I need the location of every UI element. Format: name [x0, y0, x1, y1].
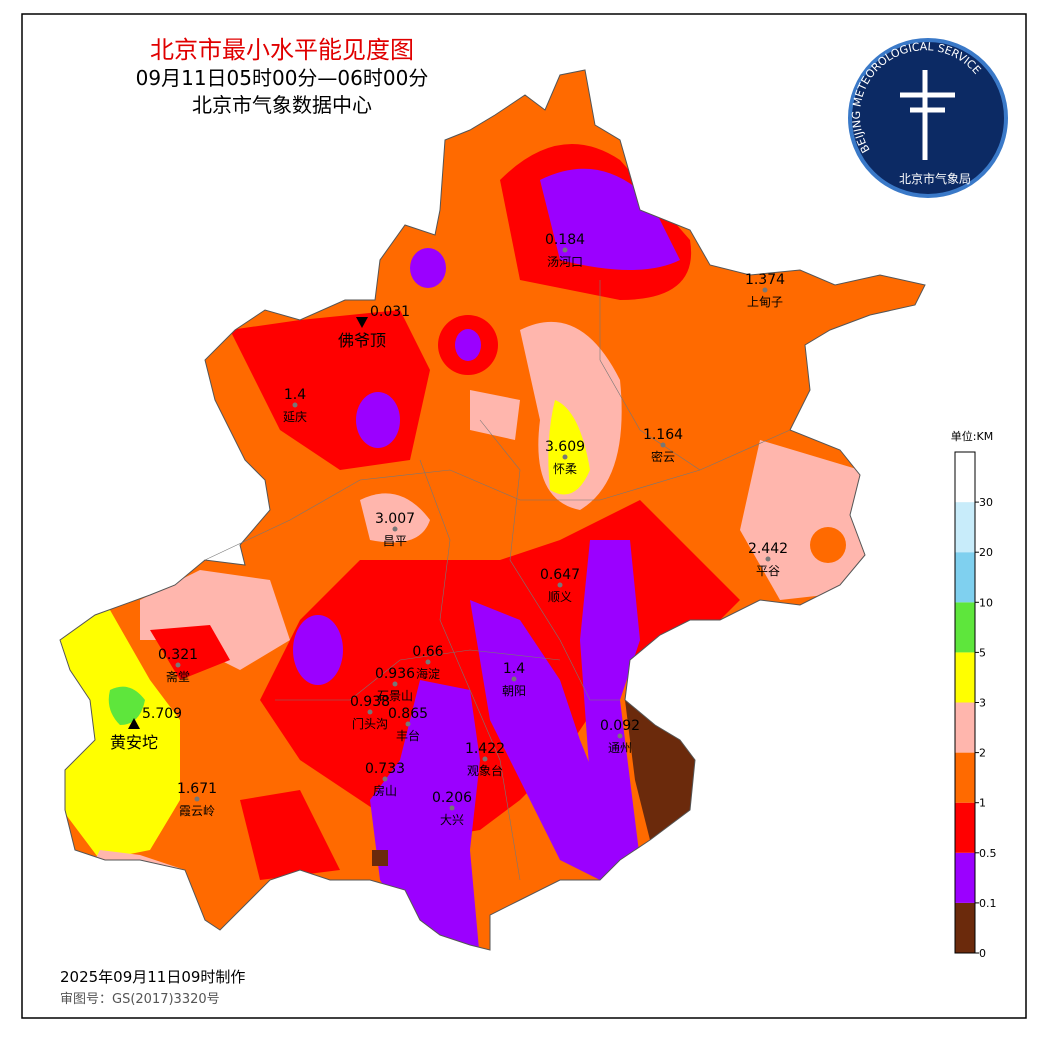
- legend-tick-label: 0: [979, 947, 986, 960]
- station-value: 0.66: [412, 644, 443, 660]
- station-name: 密云: [651, 449, 675, 464]
- station-value: 2.442: [748, 541, 788, 557]
- station-dot: [392, 526, 398, 532]
- station-value: 1.4: [503, 661, 525, 677]
- legend-swatch: [955, 752, 975, 803]
- legend-tick-label: 2: [979, 747, 986, 760]
- station-name: 观象台: [467, 763, 503, 778]
- station-name: 石景山: [377, 689, 413, 703]
- station-value: 1.671: [177, 781, 217, 797]
- station-value: 3.007: [375, 511, 415, 527]
- legend-tick-label: 1: [979, 797, 986, 810]
- district-lines: [204, 280, 791, 881]
- station-name: 怀柔: [553, 462, 577, 476]
- station-name: 平谷: [756, 564, 780, 578]
- station-dot: [425, 659, 431, 665]
- station-value: 0.865: [388, 706, 428, 722]
- station-name: 顺义: [548, 590, 572, 604]
- station-dot: [562, 247, 568, 253]
- station-dot: [392, 681, 398, 687]
- station-value: 0.092: [600, 718, 640, 734]
- station-dot: [405, 721, 411, 727]
- station-dot: [765, 556, 771, 562]
- footer-made: 2025年09月11日09时制作: [60, 968, 245, 986]
- station-value: 1.422: [465, 741, 505, 757]
- station-dot: [557, 582, 563, 588]
- legend-swatch: [955, 652, 975, 703]
- station-dot: [449, 805, 455, 811]
- legend-swatch: [955, 452, 975, 503]
- station-name: 朝阳: [502, 684, 526, 698]
- legend-swatch: [955, 852, 975, 903]
- logo: BEIJING METEOROLOGICAL SERVICE 北京市气象局: [848, 38, 1008, 198]
- legend-tick-label: 0.5: [979, 847, 997, 860]
- station-dot: [660, 442, 666, 448]
- station-dot: [511, 676, 517, 682]
- station-dot: [367, 709, 373, 715]
- station-name: 昌平: [383, 534, 407, 548]
- station-dot: [175, 662, 181, 668]
- legend-swatch: [955, 802, 975, 853]
- legend-tick-label: 5: [979, 646, 986, 659]
- stations: 0.184 汤河口 1.374 上甸子 0.031 佛爷顶 1.4 延庆 3.609 怀柔 1.16…: [110, 232, 788, 827]
- logo-name: 北京市气象局: [899, 171, 971, 186]
- station-dot: [617, 733, 623, 739]
- legend-swatch: [955, 702, 975, 753]
- station-name: 霞云岭: [179, 804, 215, 818]
- legend-swatch: [955, 902, 975, 953]
- station-value: 0.184: [545, 232, 585, 248]
- station-value: 0.938: [350, 694, 390, 710]
- station-value: 1.164: [643, 427, 683, 443]
- legend-tick-label: 30: [979, 496, 993, 509]
- station-dot: [194, 796, 200, 802]
- legend-swatch: [955, 552, 975, 603]
- station-dot: [562, 454, 568, 460]
- station-dot: [482, 756, 488, 762]
- station-name: 斋堂: [166, 669, 190, 684]
- legend-swatch: [955, 502, 975, 553]
- station-name: 汤河口: [547, 255, 583, 269]
- legend-swatch: [955, 602, 975, 653]
- station-name: 通州: [608, 741, 632, 755]
- legend-tick-label: 0.1: [979, 897, 997, 910]
- station-value: 5.709: [142, 706, 182, 722]
- station-name: 大兴: [440, 813, 464, 827]
- header: 北京市最小水平能见度图 09月11日05时00分—06时00分 北京市气象数据中…: [136, 36, 429, 117]
- station-dot: [382, 776, 388, 782]
- station-value: 0.031: [370, 304, 410, 320]
- station-dot: [292, 402, 298, 408]
- station-value: 3.609: [545, 439, 585, 455]
- station-name: 海淀: [416, 666, 440, 681]
- legend-tick-label: 3: [979, 697, 986, 710]
- station-name: 上甸子: [747, 295, 783, 309]
- station-value: 0.206: [432, 790, 472, 806]
- station-min: [356, 317, 368, 328]
- station-name: 黄安坨: [110, 733, 158, 752]
- legend-tick-label: 20: [979, 546, 993, 559]
- station-value: 1.4: [284, 387, 306, 403]
- station-name: 房山: [373, 783, 397, 798]
- station-dot: [762, 287, 768, 293]
- station-value: 0.733: [365, 761, 405, 777]
- station-name: 丰台: [396, 728, 420, 743]
- station-name: 延庆: [283, 410, 307, 424]
- station-value: 1.374: [745, 272, 785, 288]
- station-value: 0.647: [540, 567, 580, 583]
- legend-unit: 单位:KM: [951, 429, 993, 443]
- title: 北京市最小水平能见度图: [150, 36, 414, 64]
- time-range: 09月11日05时00分—06时00分: [136, 66, 429, 90]
- station-name: 佛爷顶: [338, 331, 386, 350]
- legend: 单位:KM 0 0.1 0.5 1 2 3 5 10 20 30: [951, 429, 997, 960]
- source: 北京市气象数据中心: [192, 93, 372, 117]
- station-value: 0.321: [158, 647, 198, 663]
- footer-approval: 审图号：GS(2017)3320号: [60, 992, 220, 1007]
- station-name: 门头沟: [352, 716, 388, 731]
- legend-tick-label: 10: [979, 596, 993, 609]
- station-peak: [128, 718, 140, 729]
- station-value: 0.936: [375, 666, 415, 682]
